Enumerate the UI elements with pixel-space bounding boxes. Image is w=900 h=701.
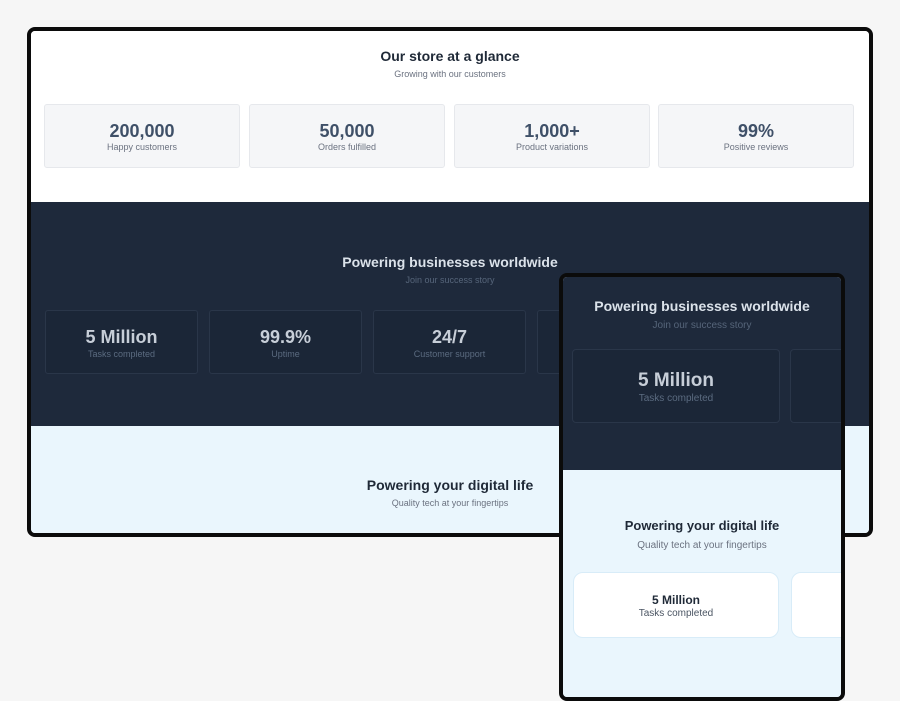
stat-value: 50,000 xyxy=(319,121,375,141)
stat-value: 1,000+ xyxy=(524,121,580,141)
stat-card-orders-fulfilled: 50,000 Orders fulfilled xyxy=(249,104,445,168)
stat-card-uptime: 99.9% Uptime xyxy=(209,310,362,374)
mobile-digital-subtitle: Quality tech at your fingertips xyxy=(637,540,767,551)
stat-value: 99% xyxy=(737,121,775,141)
business-subtitle: Join our success story xyxy=(405,275,495,285)
mobile-stat-card-partial xyxy=(790,349,841,423)
stat-card-happy-customers: 200,000 Happy customers xyxy=(44,104,240,168)
store-title: Our store at a glance xyxy=(380,48,520,64)
mobile-stat-card-partial-light xyxy=(791,572,841,638)
business-title: Powering businesses worldwide xyxy=(342,254,558,270)
stat-label: Positive reviews xyxy=(723,142,789,152)
mobile-business-section: Powering businesses worldwide Join our s… xyxy=(563,277,841,470)
stat-label: Product variations xyxy=(515,142,589,152)
stat-value: 200,000 xyxy=(109,121,175,141)
mobile-digital-title: Powering your digital life xyxy=(624,518,780,533)
stat-label: Tasks completed xyxy=(638,608,714,619)
mobile-business-subtitle: Join our success story xyxy=(652,320,752,331)
mobile-stat-card-digital-tasks: 5 Million Tasks completed xyxy=(573,572,779,638)
mobile-business-title: Powering businesses worldwide xyxy=(594,298,810,314)
store-subtitle: Growing with our customers xyxy=(394,69,506,79)
store-glance-section: Our store at a glance Growing with our c… xyxy=(31,31,869,202)
stat-card-tasks-completed: 5 Million Tasks completed xyxy=(45,310,198,374)
mobile-preview-frame: Powering businesses worldwide Join our s… xyxy=(559,273,845,701)
stat-label: Customer support xyxy=(413,349,486,359)
stat-label: Tasks completed xyxy=(638,393,714,404)
stat-label: Orders fulfilled xyxy=(317,142,377,152)
stat-card-product-variations: 1,000+ Product variations xyxy=(454,104,650,168)
stat-value: 99.9% xyxy=(259,327,312,347)
stat-label: Tasks completed xyxy=(87,349,156,359)
stat-label: Uptime xyxy=(271,349,300,359)
digital-title: Powering your digital life xyxy=(366,477,534,493)
stat-value: 24/7 xyxy=(431,327,468,347)
stat-card-positive-reviews: 99% Positive reviews xyxy=(658,104,854,168)
stat-value: 5 Million xyxy=(652,593,700,607)
digital-subtitle: Quality tech at your fingertips xyxy=(391,498,509,508)
mobile-digital-life-section: Powering your digital life Quality tech … xyxy=(563,470,841,697)
stat-value: 5 Million xyxy=(85,327,158,347)
stat-card-customer-support: 24/7 Customer support xyxy=(373,310,526,374)
stat-label: Happy customers xyxy=(106,142,178,152)
mobile-stat-card-tasks-completed: 5 Million Tasks completed xyxy=(572,349,780,423)
stat-value: 5 Million xyxy=(638,370,714,391)
